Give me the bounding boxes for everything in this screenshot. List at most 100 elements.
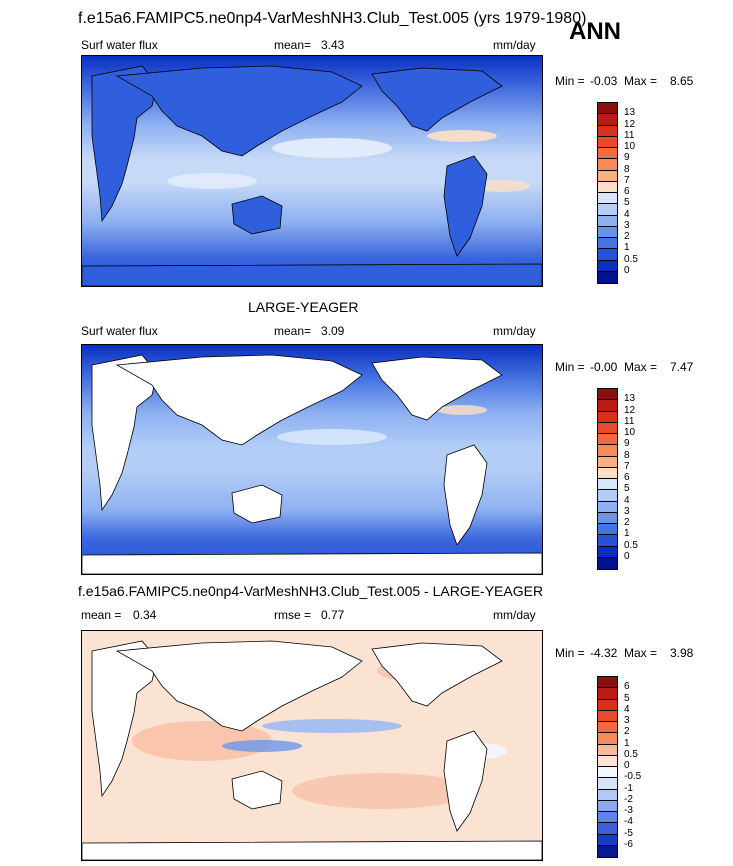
panel3-rmse-value: 0.77 (321, 608, 345, 622)
panel2-colorbar-labels: 13 12 11 10 9 8 7 6 5 4 3 2 1 0.5 0 (624, 388, 654, 568)
panel2-colorbar-swatch (598, 434, 617, 446)
panel3-heading: f.e15a6.FAMIPC5.ne0np4-VarMeshNH3.Club_T… (78, 583, 544, 599)
panel1-colorbar-swatch (598, 181, 617, 193)
panel2-obs-map (81, 344, 543, 575)
panel1-mean-label: mean= (274, 38, 312, 52)
panel3-colorbar-swatch (598, 789, 617, 801)
panel1-colorbar-swatch (598, 215, 617, 227)
panel3-colorbar-tick-label: 4 (624, 703, 630, 715)
panel2-mean-label: mean= (274, 324, 312, 338)
panel1-units: mm/day (493, 38, 536, 52)
panel3-colorbar-swatch (598, 823, 617, 835)
panel3-colorbar-swatch (598, 733, 617, 745)
panel1-colorbar-tick-label: 0 (624, 264, 630, 276)
panel3-colorbar-tick-label: -4 (624, 816, 633, 828)
panel2-colorbar (597, 388, 618, 570)
panel2-colorbar-swatch (598, 490, 617, 502)
panel3-colorbar-tick-label: 0 (624, 760, 630, 771)
panel1-colorbar-tick-label: 13 (624, 107, 636, 119)
panel2-colorbar-tick-label: 4 (624, 494, 630, 506)
panel1-colorbar-swatch (598, 249, 617, 261)
panel3-colorbar-tick-label: -3 (624, 805, 633, 816)
panel1-colorbar-swatch (598, 226, 617, 238)
panel2-max-value: 7.47 (670, 360, 694, 374)
panel1-colorbar-tick-label: 5 (624, 197, 630, 209)
panel3-units: mm/day (493, 608, 536, 622)
panel3-colorbar-swatch (598, 845, 617, 857)
panel1-variable: Surf water flux (81, 38, 158, 52)
panel1-colorbar-labels: 13 12 11 10 9 8 7 6 5 4 3 2 1 0.5 0 (624, 102, 654, 282)
panel2-colorbar-swatch (598, 535, 617, 547)
panel1-max-label: Max = (624, 74, 658, 88)
panel1-colorbar-swatch (598, 159, 617, 171)
panel3-colorbar-tick-label: -0.5 (624, 771, 642, 783)
panel3-colorbar-tick-label: 6 (624, 681, 630, 693)
panel3-colorbar-tick-label: -6 (624, 838, 633, 850)
panel3-colorbar-tick-label: 1 (624, 737, 630, 749)
panel2-colorbar-tick-label: 11 (624, 415, 635, 427)
panel1-model-map (81, 55, 543, 287)
panel3-colorbar-tick-label: 0.5 (624, 748, 638, 760)
panel2-colorbar-swatch (598, 445, 617, 457)
panel1-colorbar-tick-label: 4 (624, 208, 630, 220)
panel1-colorbar (597, 102, 618, 284)
panel3-max-label: Max = (624, 646, 658, 660)
panel1-colorbar-swatch (598, 238, 617, 250)
panel3-colorbar-swatch (598, 778, 617, 790)
panel2-colorbar-swatch (598, 400, 617, 412)
panel2-colorbar-tick-label: 10 (624, 427, 636, 438)
panel2-colorbar-swatch (598, 557, 617, 569)
panel1-colorbar-tick-label: 3 (624, 219, 630, 231)
panel3-colorbar-swatch (598, 722, 617, 734)
panel2-colorbar-swatch (598, 524, 617, 536)
panel2-colorbar-swatch (598, 467, 617, 479)
panel3-colorbar-tick-label: 2 (624, 726, 630, 738)
panel2-colorbar-tick-label: 0 (624, 550, 630, 562)
panel2-colorbar-tick-label: 3 (624, 505, 630, 517)
panel1-colorbar-tick-label: 1 (624, 242, 630, 254)
panel3-max-value: 3.98 (670, 646, 694, 660)
panel1-max-value: 8.65 (670, 74, 694, 88)
panel1-colorbar-tick-label: 2 (624, 231, 630, 242)
panel2-heading: LARGE-YEAGER (248, 299, 359, 315)
panel3-colorbar-tick-label: 5 (624, 692, 630, 704)
panel2-units: mm/day (493, 324, 536, 338)
panel2-colorbar-swatch (598, 422, 617, 434)
panel3-continents (82, 640, 542, 860)
panel2-colorbar-tick-label: 12 (624, 404, 636, 416)
panel3-colorbar-swatch (598, 812, 617, 824)
panel2-continents (82, 354, 542, 574)
panel1-colorbar-swatch (598, 260, 617, 272)
panel3-colorbar (597, 676, 618, 858)
panel2-colorbar-swatch (598, 512, 617, 524)
panel1-colorbar-tick-label: 12 (624, 118, 636, 130)
panel1-colorbar-swatch (598, 204, 617, 216)
panel2-colorbar-swatch (598, 479, 617, 491)
panel2-colorbar-tick-label: 2 (624, 517, 630, 528)
panel3-colorbar-swatch (598, 744, 617, 756)
panel2-min-label: Min = (555, 360, 585, 374)
panel2-colorbar-tick-label: 13 (624, 393, 636, 405)
panel3-colorbar-swatch (598, 677, 617, 689)
panel2-colorbar-swatch (598, 546, 617, 558)
panel2-colorbar-tick-label: 5 (624, 483, 630, 495)
panel2-colorbar-swatch (598, 456, 617, 468)
panel1-colorbar-tick-label: 0.5 (624, 253, 638, 265)
panel2-colorbar-tick-label: 1 (624, 528, 630, 540)
panel1-colorbar-swatch (598, 148, 617, 160)
panel2-colorbar-swatch (598, 501, 617, 513)
panel3-colorbar-tick-label: 3 (624, 715, 630, 726)
panel2-colorbar-swatch (598, 389, 617, 401)
panel1-mean-value: 3.43 (321, 38, 345, 52)
panel3-colorbar-labels: 6 5 4 3 2 1 0.5 0 -0.5 -1 -2 -3 -4 -5 -6 (624, 676, 654, 856)
panel2-colorbar-swatch (598, 411, 617, 423)
panel2-colorbar-tick-label: 6 (624, 472, 630, 483)
panel3-colorbar-tick-label: -2 (624, 793, 633, 805)
panel1-colorbar-swatch (598, 193, 617, 205)
panel3-colorbar-swatch (598, 699, 617, 711)
panel2-mean-value: 3.09 (321, 324, 345, 338)
panel1-continents (82, 65, 542, 286)
panel3-colorbar-swatch (598, 688, 617, 700)
panel3-min-label: Min = (555, 646, 585, 660)
panel3-colorbar-swatch (598, 710, 617, 722)
